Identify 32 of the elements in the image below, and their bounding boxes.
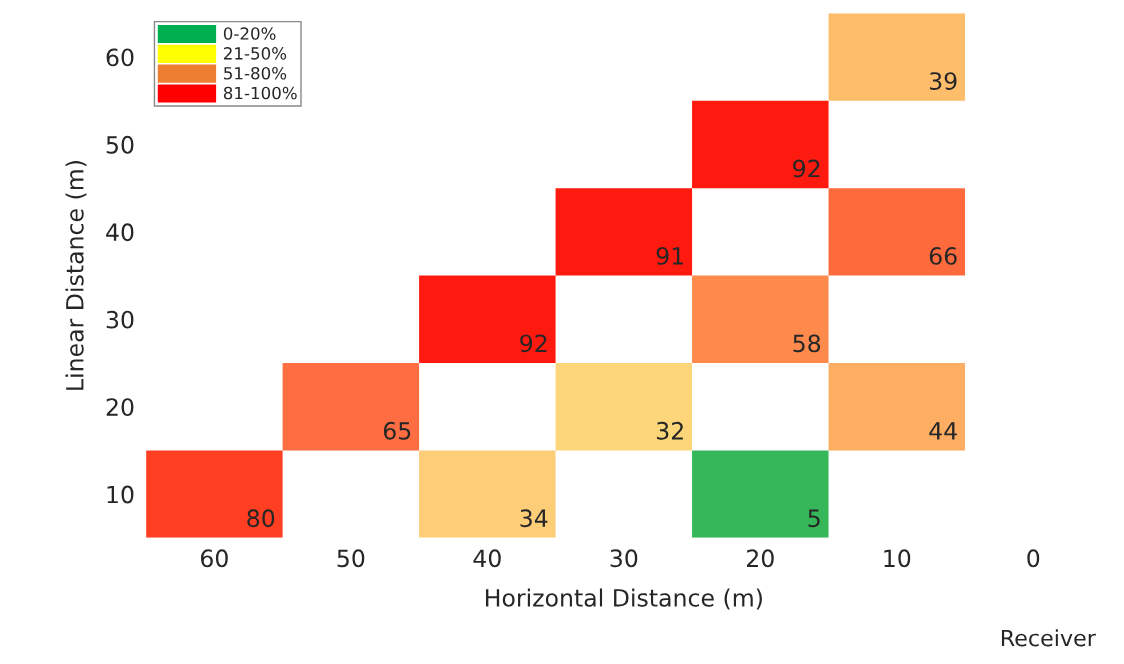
x-axis-title: Horizontal Distance (m) [486, 588, 762, 610]
y-axis-title: Linear Distance (m) [65, 161, 87, 390]
x-tick-label: 0 [1027, 549, 1040, 568]
y-tick-label: 10 [107, 485, 134, 504]
data-label: 32 [656, 421, 683, 440]
data-label: 5 [808, 509, 820, 528]
data-label: 92 [793, 159, 820, 178]
legend-label: 0-20% [223, 27, 276, 40]
legend-label: 21-50% [224, 47, 287, 60]
x-tick-label: 30 [610, 549, 638, 568]
x-tick-label: 40 [473, 549, 501, 568]
data-label: 44 [929, 422, 957, 440]
y-tick-label: 60 [106, 48, 134, 67]
data-label: 91 [656, 247, 684, 265]
legend-label: 51-80% [224, 66, 287, 80]
data-label: 80 [247, 509, 275, 528]
legend-label: 81-100% [223, 86, 297, 100]
y-tick-label: 30 [106, 310, 134, 329]
data-label: 65 [383, 421, 411, 440]
x-tick-label: 20 [747, 549, 774, 568]
data-label: 58 [793, 334, 821, 353]
y-tick-label: 20 [106, 398, 134, 417]
data-label: 66 [929, 247, 957, 265]
y-tick-label: 40 [106, 223, 134, 242]
data-label: 34 [520, 509, 548, 528]
data-label: 92 [520, 334, 547, 353]
x-tick-label: 60 [200, 549, 228, 568]
y-tick-label: 50 [106, 135, 134, 154]
data-label: 39 [929, 72, 957, 91]
text: Receiver [1001, 629, 1096, 647]
x-tick-label: 50 [337, 549, 365, 568]
x-tick-label: 10 [884, 549, 911, 568]
